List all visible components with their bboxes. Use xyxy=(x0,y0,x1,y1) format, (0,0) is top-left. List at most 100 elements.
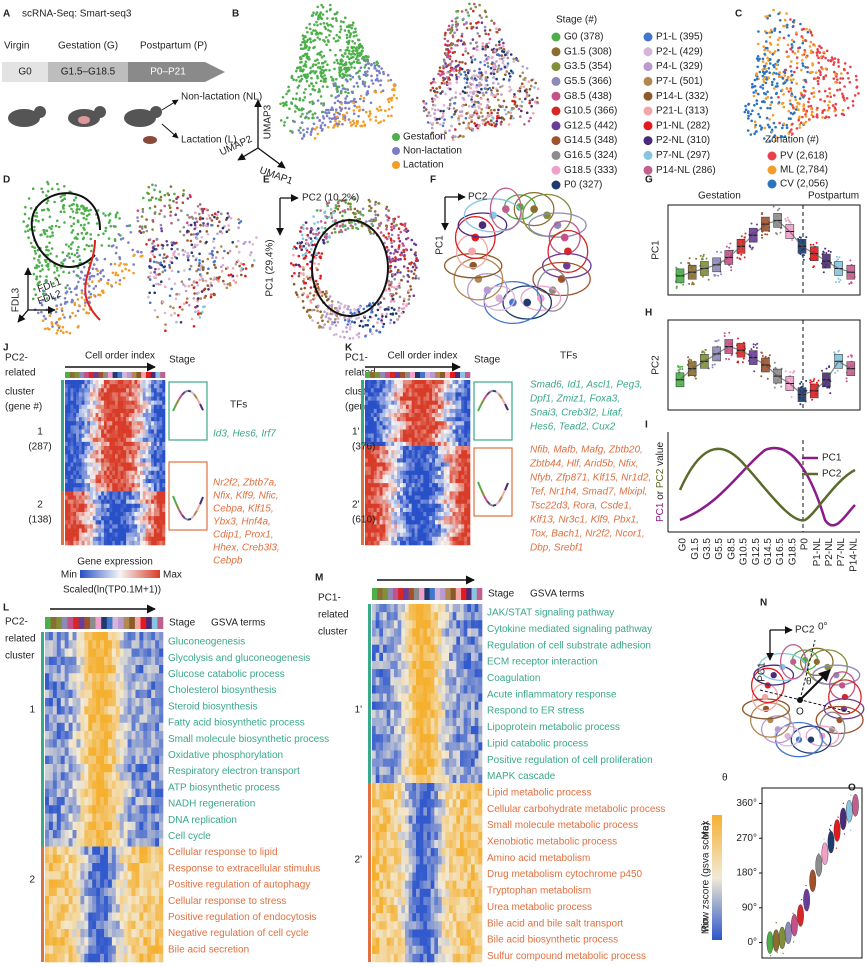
cell-dot xyxy=(348,57,351,61)
cell-dot xyxy=(302,98,305,102)
cell-dot xyxy=(350,66,353,69)
cell-dot xyxy=(780,385,783,388)
heatmap-cell xyxy=(109,433,113,439)
heatmap-cell xyxy=(137,400,141,406)
heatmap-cell xyxy=(81,396,85,401)
cell-dot xyxy=(240,267,244,270)
cell-dot xyxy=(172,199,175,203)
heatmap-cell xyxy=(101,421,105,426)
cell-dot xyxy=(401,242,404,245)
cell-dot xyxy=(720,251,723,254)
cell-dot xyxy=(784,370,787,373)
cell-dot xyxy=(318,255,322,259)
cell-dot xyxy=(837,60,840,64)
cell-dot xyxy=(490,19,493,23)
cell-dot xyxy=(517,107,521,111)
cell-dot xyxy=(755,346,758,349)
cell-dot xyxy=(316,5,320,9)
cell-dot xyxy=(782,105,786,109)
cell-dot xyxy=(422,106,426,109)
label: PC1 (29.4%) xyxy=(265,239,276,296)
cell-dot xyxy=(470,100,474,103)
stage-strip xyxy=(150,372,154,378)
cell-dot xyxy=(166,255,169,258)
cell-dot xyxy=(480,21,484,25)
cell-dot xyxy=(308,46,311,49)
cell-dot xyxy=(528,87,532,91)
cell-dot xyxy=(299,43,303,47)
cell-dot xyxy=(244,274,247,278)
cell-dot xyxy=(837,258,840,261)
cell-dot xyxy=(778,207,781,210)
heatmap-cell xyxy=(78,388,82,393)
cell-dot xyxy=(338,120,341,123)
cell-dot xyxy=(414,259,418,263)
cell-dot xyxy=(458,134,462,138)
cell-dot xyxy=(507,123,511,126)
cell-dot xyxy=(318,324,322,328)
cell-dot xyxy=(497,82,500,85)
cell-dot xyxy=(778,19,782,22)
heatmap-cell xyxy=(148,404,152,410)
cell-dot xyxy=(345,326,348,329)
cell-dot xyxy=(320,102,323,105)
cell-dot xyxy=(765,62,768,65)
cell-dot xyxy=(313,137,317,140)
cell-dot xyxy=(151,228,154,231)
cell-dot xyxy=(313,45,316,49)
cell-dot xyxy=(76,298,80,301)
x-tick-label: P14-NL xyxy=(848,538,859,572)
cell-dot xyxy=(192,233,196,236)
cell-dot xyxy=(397,237,401,240)
cell-dot xyxy=(338,30,342,34)
cell-dot xyxy=(161,247,164,250)
cell-dot xyxy=(441,114,445,118)
cell-dot xyxy=(833,70,836,74)
cell-dot xyxy=(812,380,815,382)
stage-strip xyxy=(138,372,142,378)
cell-dot xyxy=(309,110,312,113)
heatmap-cell xyxy=(131,458,135,463)
heatmap-cell xyxy=(106,396,110,401)
stage-strip xyxy=(153,372,156,378)
cell-dot xyxy=(812,115,815,118)
cell-dot xyxy=(774,50,777,53)
heatmap-cell xyxy=(148,421,152,426)
cell-dot xyxy=(355,226,358,230)
heatmap-cell xyxy=(126,450,130,455)
heatmap-cell xyxy=(153,458,157,463)
cell-dot xyxy=(325,312,329,316)
cell-dot xyxy=(386,73,390,77)
heatmap-cell xyxy=(78,404,82,410)
heatmap-cell xyxy=(73,425,77,430)
cell-dot xyxy=(802,122,806,125)
cell-dot xyxy=(402,265,406,268)
cell-dot xyxy=(239,220,243,223)
heatmap-cell xyxy=(151,425,155,430)
cell-dot xyxy=(72,270,76,273)
cell-dot xyxy=(372,232,375,235)
heatmap-cell xyxy=(120,433,124,439)
cell-dot xyxy=(804,39,808,43)
cell-dot xyxy=(328,48,332,52)
heatmap-cell xyxy=(92,458,96,463)
arrow xyxy=(257,147,286,169)
cell-dot xyxy=(338,36,342,39)
cell-dot xyxy=(299,126,302,130)
cell-dot xyxy=(333,67,336,71)
stage-strip xyxy=(126,372,130,378)
x-tick-label: G14.5 xyxy=(763,538,774,566)
cell-dot xyxy=(349,322,352,326)
cell-dot xyxy=(294,263,298,267)
cell-dot xyxy=(225,286,229,290)
cell-dot xyxy=(344,228,347,231)
heatmap-cell xyxy=(70,421,74,426)
cell-dot xyxy=(460,67,464,71)
heatmap-cell xyxy=(81,454,85,459)
heatmap-cell xyxy=(140,458,144,463)
heatmap-cell xyxy=(98,429,102,434)
cell-dot xyxy=(374,216,378,220)
cell-dot xyxy=(476,100,480,104)
cell-dot xyxy=(821,55,825,58)
cell-dot xyxy=(415,266,418,269)
